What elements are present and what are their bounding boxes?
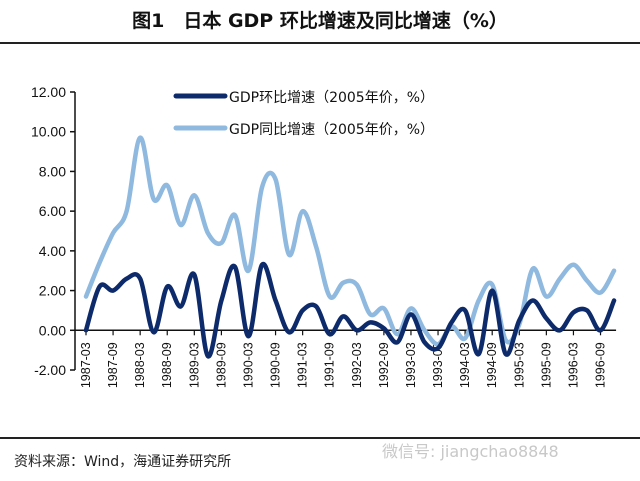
source-note: 资料来源：Wind，海通证券研究所 — [14, 454, 232, 470]
x-tick-label: 1996-03 — [566, 342, 580, 388]
y-tick-label: 2.00 — [39, 283, 66, 299]
series-line-yoy — [83, 135, 617, 347]
x-tick-label: 1995-09 — [539, 342, 553, 388]
footer-divider — [0, 437, 640, 439]
y-tick-label: 4.00 — [39, 243, 66, 259]
x-tick-label: 1993-09 — [431, 342, 445, 388]
chart-title: 图1 日本 GDP 环比增速及同比增速（%） — [132, 10, 508, 32]
x-tick-label: 1987-09 — [106, 342, 120, 388]
x-tick-label: 1993-03 — [404, 342, 418, 388]
x-tick-label: 1987-03 — [79, 342, 93, 388]
x-tick-label: 1988-03 — [133, 342, 147, 388]
x-tick-label: 1992-03 — [350, 342, 364, 388]
y-tick-label: 0.00 — [39, 322, 66, 338]
x-tick-label: 1994-03 — [458, 342, 472, 388]
y-tick-label: -2.00 — [34, 362, 66, 378]
x-tick-label: 1994-09 — [485, 342, 499, 388]
series-line-qoq — [83, 261, 617, 359]
x-tick-label: 1996-09 — [594, 342, 608, 388]
watermark: 微信号: jiangchao8848 — [382, 442, 559, 461]
x-tick-label: 1991-03 — [296, 342, 310, 388]
x-tick-label: 1989-03 — [187, 342, 201, 388]
y-tick-label: 10.00 — [31, 124, 66, 140]
title-divider — [0, 42, 640, 44]
legend-label: GDP环比增速（2005年价，%） — [229, 90, 434, 106]
x-tick-label: 1990-03 — [241, 342, 255, 388]
legend-label: GDP同比增速（2005年价，%） — [229, 122, 434, 138]
x-tick-label: 1988-09 — [160, 342, 174, 388]
y-tick-label: 6.00 — [39, 203, 66, 219]
y-tick-label: 8.00 — [39, 163, 66, 179]
x-tick-label: 1990-09 — [269, 342, 283, 388]
x-tick-label: 1991-09 — [323, 342, 337, 388]
y-tick-label: 12.00 — [31, 84, 66, 100]
x-tick-label: 1992-09 — [377, 342, 391, 388]
x-tick-label: 1995-03 — [512, 342, 526, 388]
x-tick-label: 1989-09 — [214, 342, 228, 388]
